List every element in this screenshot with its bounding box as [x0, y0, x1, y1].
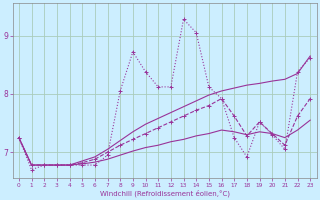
X-axis label: Windchill (Refroidissement éolien,°C): Windchill (Refroidissement éolien,°C) [100, 189, 229, 197]
